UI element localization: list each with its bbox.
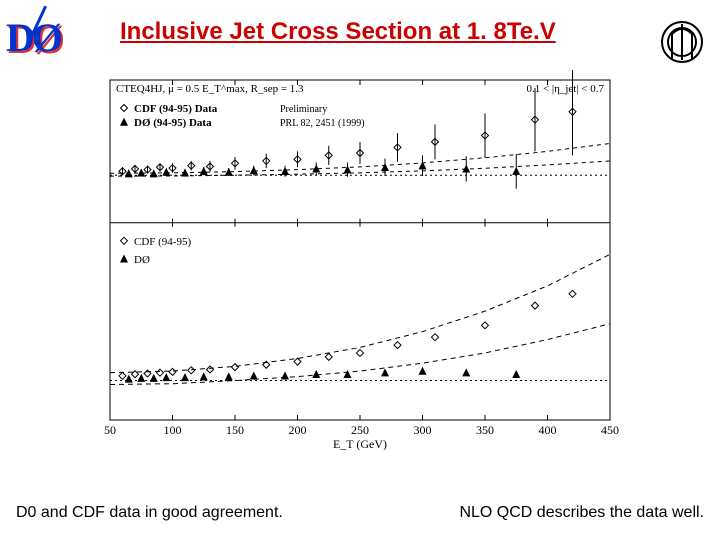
svg-text:CTEQ4HJ, μ = 0.5 E_T^max, R_se: CTEQ4HJ, μ = 0.5 E_T^max, R_sep = 1.3 bbox=[116, 83, 304, 95]
svg-text:250: 250 bbox=[351, 423, 369, 437]
fermilab-logo-icon bbox=[660, 20, 704, 64]
svg-text:0.1 < |η_jet| < 0.7: 0.1 < |η_jet| < 0.7 bbox=[526, 83, 604, 95]
svg-text:150: 150 bbox=[226, 423, 244, 437]
svg-text:300: 300 bbox=[414, 423, 432, 437]
inclusive-jet-chart: 50 100 150 200 250 300 350 400 450 E_T (GeV) CTEQ4… bbox=[80, 70, 620, 450]
svg-text:E_T (GeV): E_T (GeV) bbox=[333, 437, 387, 450]
svg-text:Preliminary: Preliminary bbox=[280, 104, 327, 115]
caption-left: D0 and CDF data in good agreement. bbox=[16, 504, 283, 522]
svg-text:CDF (94-95): CDF (94-95) bbox=[134, 236, 191, 248]
svg-text:PRL 82, 2451 (1999): PRL 82, 2451 (1999) bbox=[280, 118, 365, 129]
caption-right: NLO QCD describes the data well. bbox=[459, 504, 704, 522]
svg-text:100: 100 bbox=[164, 423, 182, 437]
svg-text:DØ: DØ bbox=[134, 254, 150, 266]
svg-text:DØ (94-95) Data: DØ (94-95) Data bbox=[134, 117, 212, 129]
d0-logo-main: DØ bbox=[6, 14, 60, 61]
svg-text:350: 350 bbox=[476, 423, 494, 437]
svg-text:400: 400 bbox=[539, 423, 557, 437]
svg-text:450: 450 bbox=[601, 423, 619, 437]
slide-title: Inclusive Jet Cross Section at 1. 8Te.V bbox=[120, 18, 556, 46]
svg-text:CDF (94-95) Data: CDF (94-95) Data bbox=[134, 103, 218, 115]
svg-text:50: 50 bbox=[104, 423, 116, 437]
svg-text:200: 200 bbox=[289, 423, 307, 437]
slide-header: DØ DØ Inclusive Jet Cross Section at 1. … bbox=[0, 8, 720, 62]
